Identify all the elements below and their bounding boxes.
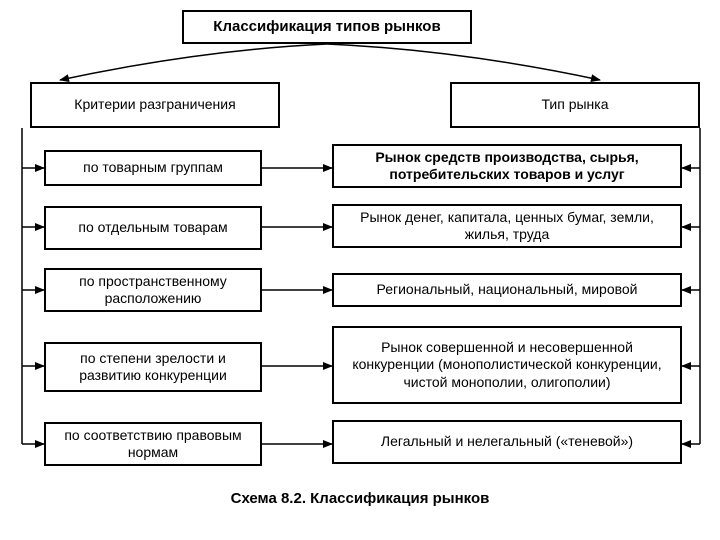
criteria-text-4: по соответствию правовым нормам xyxy=(54,427,252,462)
criteria-box-0: по товарным группам xyxy=(44,150,262,186)
criteria-text-1: по отдельным товарам xyxy=(78,219,227,237)
criteria-text-2: по пространственному расположению xyxy=(54,273,252,308)
type-box-1: Рынок денег, капитала, ценных бумаг, зем… xyxy=(332,204,682,248)
type-box-4: Легальный и нелегальный («теневой») xyxy=(332,420,682,464)
type-text-2: Региональный, национальный, мировой xyxy=(376,281,637,299)
header-right-text: Тип рынка xyxy=(541,96,608,114)
header-right-box: Тип рынка xyxy=(450,82,700,128)
caption: Схема 8.2. Классификация рынков xyxy=(0,490,720,507)
title-box: Классификация типов рынков xyxy=(182,10,472,44)
criteria-box-2: по пространственному расположению xyxy=(44,268,262,312)
criteria-box-3: по степени зрелости и развитию конкуренц… xyxy=(44,342,262,392)
type-box-2: Региональный, национальный, мировой xyxy=(332,273,682,307)
type-text-4: Легальный и нелегальный («теневой») xyxy=(381,433,633,451)
type-box-0: Рынок средств производства, сырья, потре… xyxy=(332,144,682,188)
criteria-box-4: по соответствию правовым нормам xyxy=(44,422,262,466)
title-text: Классификация типов рынков xyxy=(213,18,440,37)
header-left-text: Критерии разграничения xyxy=(74,96,235,114)
type-text-1: Рынок денег, капитала, ценных бумаг, зем… xyxy=(342,209,672,244)
criteria-box-1: по отдельным товарам xyxy=(44,206,262,250)
caption-text: Схема 8.2. Классификация рынков xyxy=(231,490,490,507)
header-left-box: Критерии разграничения xyxy=(30,82,280,128)
type-text-3: Рынок совершенной и несовершенной конкур… xyxy=(342,339,672,392)
type-text-0: Рынок средств производства, сырья, потре… xyxy=(342,149,672,184)
criteria-text-3: по степени зрелости и развитию конкуренц… xyxy=(54,350,252,385)
criteria-text-0: по товарным группам xyxy=(83,159,223,177)
type-box-3: Рынок совершенной и несовершенной конкур… xyxy=(332,326,682,404)
